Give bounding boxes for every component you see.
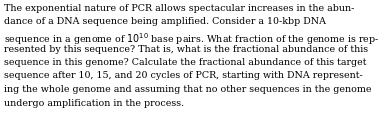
Text: The exponential nature of PCR allows spectacular increases in the abun-: The exponential nature of PCR allows spe… — [4, 4, 354, 13]
Text: sequence in a genome of $10^{10}$ base pairs. What fraction of the genome is rep: sequence in a genome of $10^{10}$ base p… — [4, 31, 379, 47]
Text: sequence after 10, 15, and 20 cycles of PCR, starting with DNA represent-: sequence after 10, 15, and 20 cycles of … — [4, 72, 363, 80]
Text: sequence in this genome? Calculate the fractional abundance of this target: sequence in this genome? Calculate the f… — [4, 58, 367, 67]
Text: undergo amplification in the process.: undergo amplification in the process. — [4, 98, 184, 108]
Text: resented by this sequence? That is, what is the fractional abundance of this: resented by this sequence? That is, what… — [4, 44, 368, 54]
Text: dance of a DNA sequence being amplified. Consider a 10-kbp DNA: dance of a DNA sequence being amplified.… — [4, 18, 326, 26]
Text: ing the whole genome and assuming that no other sequences in the genome: ing the whole genome and assuming that n… — [4, 85, 371, 94]
